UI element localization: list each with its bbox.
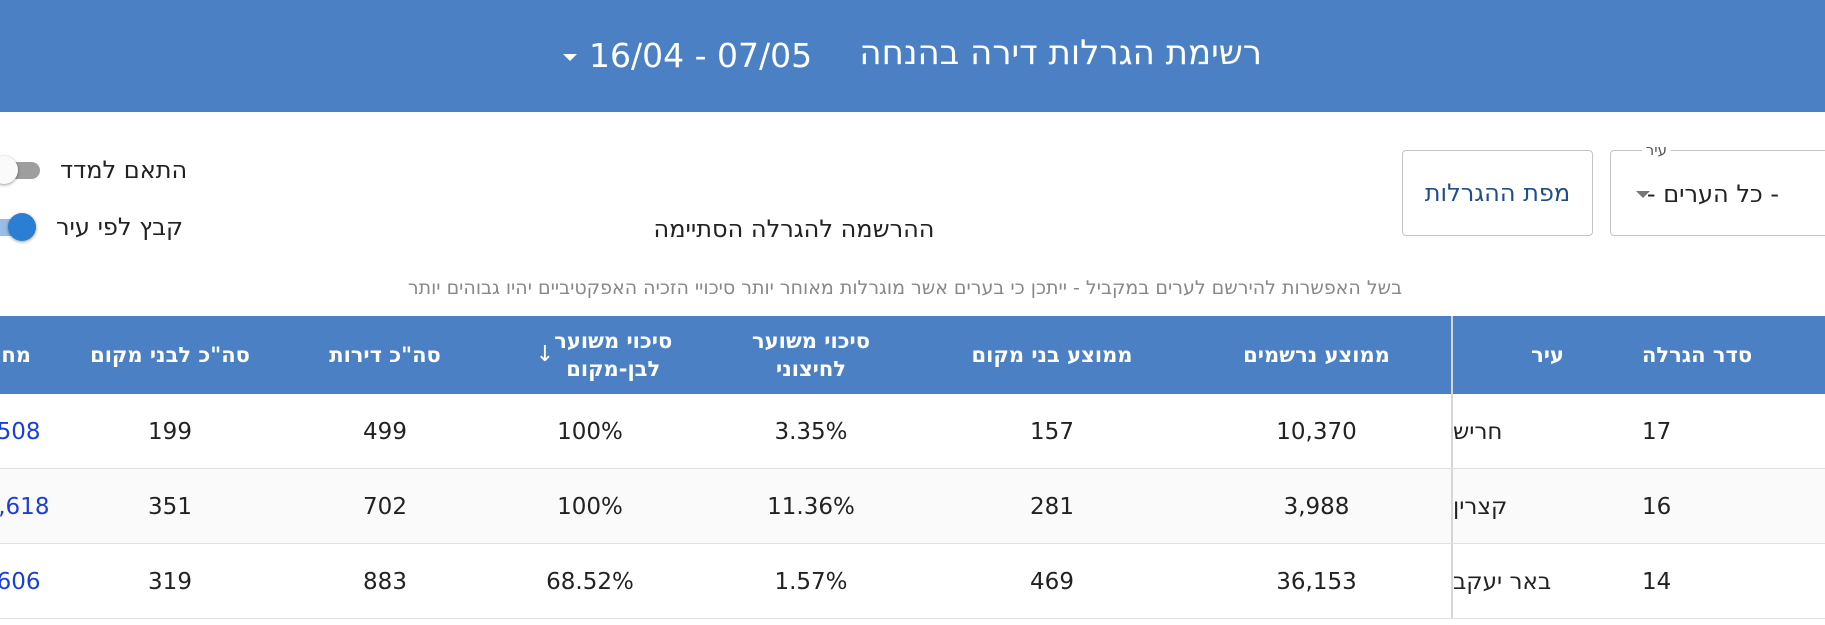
cell-order: 16 — [1642, 493, 1672, 520]
cell-chance-local: 100% — [557, 418, 623, 445]
cell-avg-registered: 36,153 — [1276, 568, 1357, 595]
cell-avg-registered: 3,988 — [1283, 493, 1350, 520]
cell-avg-locals: 281 — [1030, 493, 1074, 520]
sticky-column-divider — [1451, 394, 1453, 468]
app-header: רשימת הגרלות דירה בהנחה 16/04 - 07/05 — [0, 0, 1825, 112]
col-header-chance-local[interactable]: סיכוי משוער לבן-מקום ↓ — [480, 316, 700, 394]
cell-total-apartments: 883 — [363, 568, 407, 595]
table-header: סדר הגרלה עיר ממוצע נרשמים ממוצע בני מקו… — [0, 316, 1825, 394]
cell-order: 14 — [1642, 568, 1672, 595]
col-header-chance-local-line1: סיכוי משוער — [554, 329, 673, 353]
city-select[interactable]: עיר - כל הערים - — [1610, 140, 1825, 236]
toggle-group-by-city[interactable]: קבץ לפי עיר — [0, 212, 183, 242]
cell-city: באר יעקב — [1453, 568, 1552, 595]
city-select-label: עיר — [1641, 140, 1671, 160]
cell-chance-local: 100% — [557, 493, 623, 520]
page-title: רשימת הגרלות דירה בהנחה — [859, 33, 1262, 73]
toggle-fit-switch[interactable] — [0, 155, 46, 185]
switch-thumb — [0, 156, 18, 184]
col-header-chance-outsider-line2: לחיצוני — [776, 357, 846, 381]
col-header-chance-outsider[interactable]: סיכוי משוער לחיצוני — [700, 316, 922, 394]
cell-chance-outsider: 1.57% — [774, 568, 848, 595]
cell-price-link[interactable]: 14,508 — [0, 418, 41, 445]
cell-chance-outsider: 3.35% — [774, 418, 848, 445]
cell-avg-locals: 157 — [1030, 418, 1074, 445]
lottery-map-button[interactable]: מפת ההגרלות — [1402, 150, 1593, 236]
cell-order: 17 — [1642, 418, 1672, 445]
cell-price-link[interactable]: 17,606 — [0, 568, 41, 595]
table-row[interactable]: 16 קצרין 3,988 281 11.36% 100% 702 351 8… — [0, 469, 1825, 544]
cell-total-locals: 319 — [148, 568, 192, 595]
cell-total-apartments: 499 — [363, 418, 407, 445]
cell-price-link[interactable]: 8,618 ש — [0, 493, 50, 520]
cell-chance-local: 68.52% — [546, 568, 634, 595]
col-header-total-locals[interactable]: סה"כ לבני מקום — [90, 343, 250, 367]
col-header-chance-local-line2: לבן-מקום — [566, 357, 661, 381]
col-header-avg-locals[interactable]: ממוצע בני מקום — [971, 343, 1133, 367]
toggle-fit-label: התאם למדד — [60, 156, 188, 184]
city-select-value: - כל הערים - — [1646, 180, 1779, 208]
switch-thumb — [8, 213, 36, 241]
cell-avg-locals: 469 — [1030, 568, 1074, 595]
table-row[interactable]: 14 באר יעקב 36,153 469 1.57% 68.52% 883 … — [0, 544, 1825, 619]
col-header-price[interactable]: מחיר מ — [0, 343, 31, 367]
cell-total-apartments: 702 — [363, 493, 407, 520]
col-header-chance-outsider-line1: סיכוי משוער — [752, 329, 871, 353]
cell-total-locals: 199 — [148, 418, 192, 445]
cell-city: חריש — [1453, 418, 1503, 445]
col-header-city[interactable]: עיר — [1531, 343, 1564, 367]
cell-avg-registered: 10,370 — [1276, 418, 1357, 445]
col-header-avg-registered[interactable]: ממוצע נרשמים — [1243, 343, 1390, 367]
col-header-order[interactable]: סדר הגרלה — [1642, 343, 1753, 367]
arrow-down-icon[interactable]: ↓ — [535, 342, 555, 367]
lotteries-table: סדר הגרלה עיר ממוצע נרשמים ממוצע בני מקו… — [0, 316, 1825, 619]
sticky-column-divider — [1451, 544, 1453, 618]
parallel-registration-notice: בשל האפשרות להירשם לערים במקביל - ייתכן … — [407, 277, 1403, 299]
date-range-label: 16/04 - 07/05 — [589, 35, 813, 75]
date-range-selector[interactable]: 16/04 - 07/05 — [563, 30, 812, 80]
cell-chance-outsider: 11.36% — [767, 493, 855, 520]
toggle-group-label: קבץ לפי עיר — [56, 213, 184, 241]
col-header-chance-local-text: סיכוי משוער לבן-מקום — [554, 327, 672, 383]
cell-total-locals: 351 — [148, 493, 192, 520]
sticky-column-divider — [1451, 316, 1453, 394]
registration-status: ההרשמה להגרלה הסתיימה — [653, 215, 935, 243]
caret-down-icon — [1636, 191, 1650, 198]
table-row[interactable]: 17 חריש 10,370 157 3.35% 100% 499 199 14… — [0, 394, 1825, 469]
cell-city: קצרין — [1453, 493, 1508, 520]
caret-down-icon — [563, 53, 577, 61]
sticky-column-divider — [1451, 469, 1453, 543]
toggle-fit-to-index[interactable]: התאם למדד — [0, 155, 187, 185]
toggle-group-switch[interactable] — [0, 212, 42, 242]
col-header-total-apartments[interactable]: סה"כ דירות — [329, 343, 441, 367]
